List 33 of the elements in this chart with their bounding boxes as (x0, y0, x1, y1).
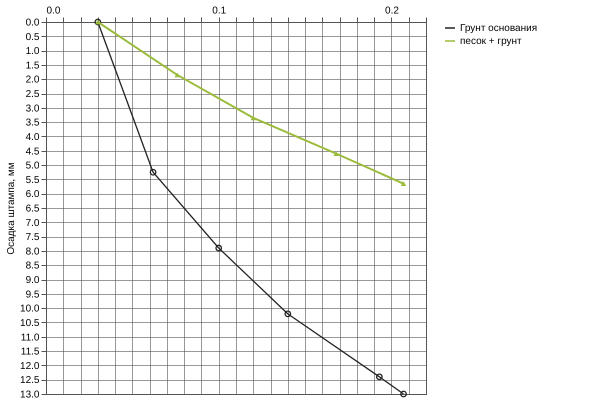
y-tick-label: 4.0 (26, 132, 40, 143)
y-tick-label: 6.5 (26, 204, 40, 214)
y-tick-label: 5.5 (26, 174, 40, 186)
legend-label: Грунт основания (460, 23, 538, 34)
y-tick-label: 11.0 (20, 332, 40, 344)
y-tick-label: 7.0 (26, 218, 40, 229)
y-tick-label: 4.5 (26, 146, 40, 158)
y-tick-label: 11.5 (20, 346, 40, 358)
y-tick-label: 8.5 (26, 260, 40, 272)
y-tick-label: 0.0 (26, 18, 40, 28)
y-tick-label: 12.5 (20, 375, 40, 386)
y-tick-label: 9.5 (26, 289, 40, 300)
y-tick-label: 2.5 (26, 89, 40, 100)
y-tick-label: 2.0 (26, 74, 40, 86)
y-tick-label: 10.0 (20, 304, 40, 315)
y-tick-label: 8.0 (26, 246, 40, 258)
y-tick-label: 6.0 (26, 189, 40, 200)
legend-label: песок + грунт (460, 36, 522, 47)
x-tick-label: 0.2 (385, 6, 400, 16)
y-axis-title: Осадка штампа, мм (6, 162, 18, 255)
y-tick-label: 7.5 (26, 232, 40, 244)
y-tick-label: 10.5 (20, 318, 40, 329)
x-tick-label: 0.1 (212, 6, 227, 16)
y-tick-label: 3.0 (26, 103, 40, 114)
y-tick-label: 1.0 (26, 46, 40, 58)
y-tick-label: 0.5 (26, 32, 40, 43)
y-tick-label: 9.0 (26, 275, 40, 286)
y-tick-label: 12.0 (20, 360, 40, 372)
y-tick-label: 3.5 (26, 118, 40, 129)
y-tick-label: 1.5 (26, 60, 40, 72)
y-tick-label: 5.0 (26, 160, 40, 172)
y-tick-label: 13.0 (20, 390, 40, 400)
x-tick-label: 0.0 (46, 6, 61, 16)
